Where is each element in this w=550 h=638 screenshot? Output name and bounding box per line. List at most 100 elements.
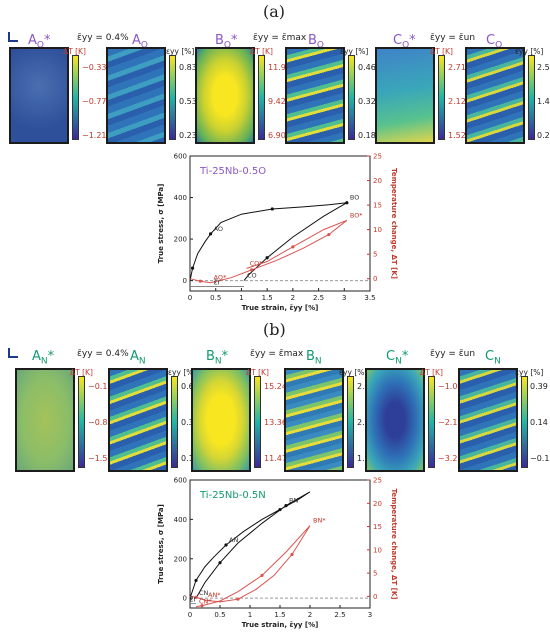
- colorbar-value: 2.12: [448, 97, 466, 106]
- strain-map-bn: [284, 368, 344, 472]
- strain-note-b: ε̄yy = ε̄max: [253, 33, 307, 43]
- x-tick-label: 3.5: [364, 294, 375, 302]
- colorbar-co-strain: [528, 55, 535, 140]
- stress-point: [224, 543, 228, 547]
- y2-tick-label: 20: [373, 500, 382, 508]
- x-tick-label: 2: [291, 294, 295, 302]
- chart-b-svg: 0 0.5 1 1.5 2 2.5 3 0 200 400 600 0 5 10 15 20 25 True st…: [157, 477, 398, 630]
- y2-tick-label: 25: [373, 153, 382, 161]
- x-tick-label: 1: [239, 294, 243, 302]
- colorbar-value: 0.26: [537, 131, 550, 140]
- y-tick-label: 400: [174, 194, 187, 202]
- point-label: BN: [289, 497, 298, 505]
- strain-map-bo: [285, 47, 345, 144]
- axis-orientation-icon: [8, 32, 18, 42]
- stress-strain-chart-b: 0 0.5 1 1.5 2 2.5 3 0 200 400 600 0 5 10 15 20 25 True st…: [140, 474, 410, 634]
- colorbar-value: −0.15: [88, 382, 113, 391]
- label-cn: CN: [485, 349, 501, 367]
- label-ao-star: AO*: [28, 33, 51, 51]
- x-tick-label: 3: [368, 611, 372, 619]
- x-tick-label: 0.5: [214, 611, 225, 619]
- y2-tick-label: 5: [373, 251, 377, 259]
- y2-tick-label: 15: [373, 202, 382, 210]
- y2-tick-label: 25: [373, 477, 382, 485]
- colorbar-bo-strain: [348, 55, 355, 140]
- colorbar-value: 15.24: [264, 382, 287, 391]
- label-bn-star: BN*: [206, 349, 229, 367]
- colorbar-value: 6.90: [268, 131, 286, 140]
- colorbar-value: 0.83: [179, 63, 197, 72]
- temperature-point: [291, 245, 295, 249]
- colorbar-value: 0.64: [181, 382, 199, 391]
- x-tick-label: 0: [188, 611, 192, 619]
- colorbar-cn-strain: [521, 376, 528, 468]
- point-label: CO: [247, 272, 257, 280]
- x-tick-label: 0: [188, 294, 192, 302]
- colorbar-title: ΔT [K]: [246, 368, 269, 377]
- x-tick-label: 1.5: [274, 611, 285, 619]
- colorbar-value: 13.36: [264, 418, 287, 427]
- y-axis-label: True stress, σ [MPa]: [157, 184, 165, 264]
- y2-tick-label: 20: [373, 177, 382, 185]
- colorbar-value: −0.11: [530, 454, 550, 463]
- strain-note-b: ε̄yy = ε̄max: [250, 349, 304, 359]
- label-bo: BO: [308, 33, 325, 51]
- stress-strain-chart-a: 0 0.5 1 1.5 2 2.5 3 3.5 0 200 400 600 0 5 10 15 20 25 True…: [140, 148, 410, 318]
- x-tick-label: 2: [308, 611, 312, 619]
- stress-point: [345, 201, 349, 205]
- label-an: AN: [130, 349, 146, 367]
- colorbar-co-thermal: [438, 55, 445, 140]
- colorbar-value: 11.93: [268, 63, 291, 72]
- x-tick-label: 1.5: [262, 294, 273, 302]
- y2-tick-label: 10: [373, 226, 382, 234]
- thermal-map-ao: [9, 47, 69, 144]
- y2-tick-label: 10: [373, 546, 382, 554]
- residual-label: ε̄r: [190, 596, 197, 604]
- temperature-point: [200, 604, 204, 608]
- x-tick-label: 0.5: [210, 294, 221, 302]
- stress-point: [190, 266, 195, 270]
- y-tick-label: 0: [183, 277, 187, 285]
- colorbar-cn-thermal: [428, 376, 435, 468]
- colorbar-title: εyy [%]: [166, 47, 195, 56]
- y-tick-label: 0: [183, 595, 187, 603]
- colorbar-value: 0.23: [179, 131, 197, 140]
- y-tick-label: 600: [174, 153, 187, 161]
- panel-a-letter: (a): [263, 2, 286, 21]
- colorbar-value: −0.77: [82, 97, 107, 106]
- stress-curve: [189, 491, 311, 599]
- residual-label: ε̄r: [214, 278, 221, 286]
- x-tick-label: 1: [248, 611, 252, 619]
- colorbar-value: 0.12: [181, 454, 199, 463]
- temperature-point: [236, 597, 240, 601]
- temperature-point: [327, 232, 331, 237]
- thermal-map-an: [15, 368, 75, 472]
- label-co-star: CO*: [393, 33, 416, 51]
- colorbar-an-thermal: [78, 376, 85, 468]
- colorbar-bn-strain: [347, 376, 354, 468]
- colorbar-title: εyy [%]: [340, 47, 369, 56]
- thermal-map-cn: [365, 368, 425, 472]
- colorbar-title: ΔT [K]: [63, 47, 86, 56]
- thermal-map-bn: [191, 368, 251, 472]
- label-co: CO: [486, 33, 503, 51]
- y2-tick-label: 5: [373, 570, 377, 578]
- strain-map-co: [465, 47, 525, 144]
- point-label: CO*: [250, 259, 264, 267]
- strain-note-a: ε̄yy = 0.4%: [77, 349, 129, 359]
- colorbar-value: −3.23: [438, 454, 463, 463]
- colorbar-value: 2.71: [448, 63, 466, 72]
- chart-a-svg: 0 0.5 1 1.5 2 2.5 3 3.5 0 200 400 600 0 5 10 15 20 25 True…: [157, 153, 398, 313]
- strain-map-cn: [458, 368, 518, 472]
- colorbar-value: −1.21: [82, 131, 107, 140]
- temperature-point: [194, 595, 198, 599]
- colorbar-value: −1.53: [88, 454, 113, 463]
- colorbar-title: ΔT [K]: [420, 368, 443, 377]
- colorbar-ao-strain: [169, 55, 176, 140]
- colorbar-bo-thermal: [258, 55, 265, 140]
- chart-title: Ti-25Nb-0.5O: [199, 166, 266, 177]
- colorbar-title: εyy [%]: [339, 368, 368, 377]
- point-label: AN*: [208, 591, 221, 599]
- colorbar-value: 11.47: [264, 454, 287, 463]
- colorbar-bn-thermal: [254, 376, 261, 468]
